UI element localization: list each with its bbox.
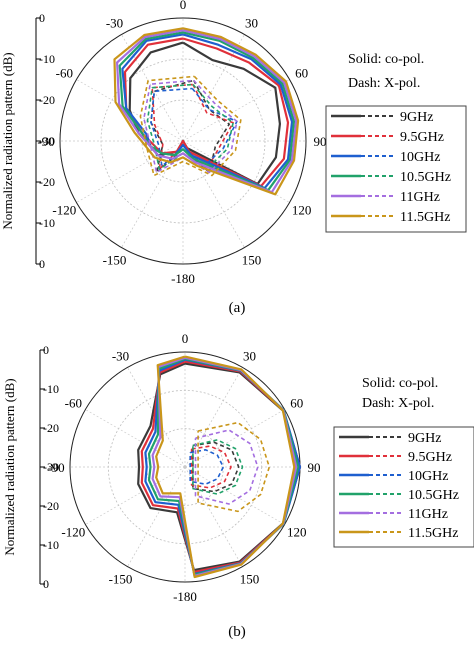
legend-box bbox=[333, 426, 474, 548]
series-copol-11GHz bbox=[116, 29, 298, 194]
angle-tick-label: 30 bbox=[245, 15, 258, 30]
legend-entry-label: 9GHz bbox=[400, 110, 433, 125]
series-copol-9GHz bbox=[137, 362, 302, 572]
grid-spoke bbox=[85, 409, 186, 468]
legend-box bbox=[325, 105, 467, 233]
radial-tick-label: -10 bbox=[39, 52, 55, 66]
legend-entry-label: 11.5GHz bbox=[400, 210, 450, 225]
radial-tick-label: -30 bbox=[39, 134, 55, 148]
legend-entry-label: 10GHz bbox=[408, 469, 448, 484]
angle-tick-label: -90 bbox=[47, 460, 64, 475]
angle-tick-label: -180 bbox=[173, 589, 197, 604]
legend-entry-label: 9.5GHz bbox=[400, 130, 444, 145]
radial-tick-label: -10 bbox=[43, 382, 59, 396]
angle-tick-label: -30 bbox=[112, 348, 129, 363]
series-copol-10GHz bbox=[121, 33, 294, 190]
angle-tick-label: -150 bbox=[103, 253, 127, 268]
radial-tick-label: -20 bbox=[43, 499, 59, 513]
series-xpol-10GHz bbox=[189, 449, 225, 485]
radial-tick-label: 0 bbox=[39, 257, 45, 271]
series-xpol-10.5GHz bbox=[192, 439, 244, 495]
angle-tick-label: 0 bbox=[180, 0, 187, 12]
legend-note-solid: Solid: co-pol. bbox=[362, 376, 438, 391]
radial-tick-label: -10 bbox=[43, 538, 59, 552]
y-axis-label: Normalized radiation pattern (dB) bbox=[2, 378, 17, 555]
legend-note-solid: Solid: co-pol. bbox=[348, 52, 424, 67]
legend-note-dash: Dash: X-pol. bbox=[362, 396, 434, 411]
legend-entry-label: 10GHz bbox=[400, 150, 440, 165]
angle-tick-label: -30 bbox=[106, 15, 123, 30]
grid-spoke bbox=[85, 466, 186, 525]
radial-tick-label: 0 bbox=[43, 577, 49, 591]
angle-tick-label: 30 bbox=[243, 348, 256, 363]
angle-tick-label: 90 bbox=[314, 134, 327, 149]
grid-spoke bbox=[184, 466, 243, 567]
grid-spoke bbox=[184, 409, 285, 468]
series-xpol-9GHz bbox=[150, 79, 230, 174]
series-xpol-9.5GHz bbox=[151, 83, 234, 171]
radial-tick-label: -30 bbox=[43, 460, 59, 474]
series-xpol-11.5GHz bbox=[197, 421, 271, 513]
outer-circle bbox=[59, 17, 307, 265]
legend-entry-label: 9.5GHz bbox=[408, 450, 452, 465]
series-xpol-9GHz bbox=[192, 441, 240, 493]
radial-tick-label: 0 bbox=[39, 11, 45, 25]
grid-spoke bbox=[182, 79, 290, 142]
angle-tick-label: -120 bbox=[52, 203, 76, 218]
legend-note-dash: Dash: X-pol. bbox=[348, 76, 420, 91]
angle-tick-label: -60 bbox=[65, 396, 82, 411]
angle-tick-label: 90 bbox=[308, 460, 321, 475]
radial-tick-label: -20 bbox=[39, 93, 55, 107]
angle-tick-label: 120 bbox=[287, 525, 307, 540]
angle-tick-label: -90 bbox=[37, 134, 54, 149]
polar-chart-1: 0 30 60 90 120 150 -180 -150 -120 -90 -60 -30 0 -10 -2… bbox=[0, 0, 467, 316]
angle-tick-label: -60 bbox=[56, 66, 73, 81]
legend-entry-label: 9GHz bbox=[408, 431, 441, 446]
series-copol-11.5GHz bbox=[113, 27, 300, 196]
grid-spoke bbox=[76, 140, 184, 203]
series-xpol-9.5GHz bbox=[190, 445, 232, 489]
angle-tick-label: 0 bbox=[182, 331, 189, 346]
legend-entry-label: 11GHz bbox=[408, 507, 448, 522]
legend-entry-label: 11.5GHz bbox=[408, 526, 458, 541]
legend-entry-label: 11GHz bbox=[400, 190, 440, 205]
angle-tick-label: -150 bbox=[109, 572, 133, 587]
angle-tick-label: 60 bbox=[295, 66, 308, 81]
panel-label: (a) bbox=[229, 300, 246, 316]
series-copol-10.5GHz bbox=[118, 31, 296, 192]
radial-tick-label: -20 bbox=[43, 421, 59, 435]
radial-tick-label: -10 bbox=[39, 216, 55, 230]
series-copol-11.5GHz bbox=[155, 355, 296, 579]
angle-tick-label: -180 bbox=[171, 271, 195, 286]
radial-tick-label: 0 bbox=[43, 343, 49, 357]
grid-spoke bbox=[182, 140, 290, 203]
legend-entry-label: 10.5GHz bbox=[408, 488, 459, 503]
y-axis-label: Normalized radiation pattern (dB) bbox=[0, 52, 15, 229]
angle-tick-label: 150 bbox=[242, 253, 262, 268]
grid-spoke bbox=[127, 466, 186, 567]
series-xpol-11.5GHz bbox=[139, 75, 242, 177]
angle-tick-label: 120 bbox=[292, 203, 312, 218]
grid-spoke bbox=[184, 367, 243, 468]
grid-spoke bbox=[182, 34, 245, 142]
angle-tick-label: -120 bbox=[61, 525, 85, 540]
angle-tick-label: 150 bbox=[240, 572, 260, 587]
radial-tick-label: -20 bbox=[39, 175, 55, 189]
polar-chart-2: 0 30 60 90 120 150 -180 -150 -120 -90 -60 -30 0 -10 -2… bbox=[2, 331, 474, 640]
series-xpol-11GHz bbox=[194, 429, 259, 505]
panel-label: (b) bbox=[228, 624, 246, 640]
angle-tick-label: 60 bbox=[290, 396, 303, 411]
grid-spoke bbox=[184, 466, 285, 525]
legend-entry-label: 10.5GHz bbox=[400, 170, 451, 185]
